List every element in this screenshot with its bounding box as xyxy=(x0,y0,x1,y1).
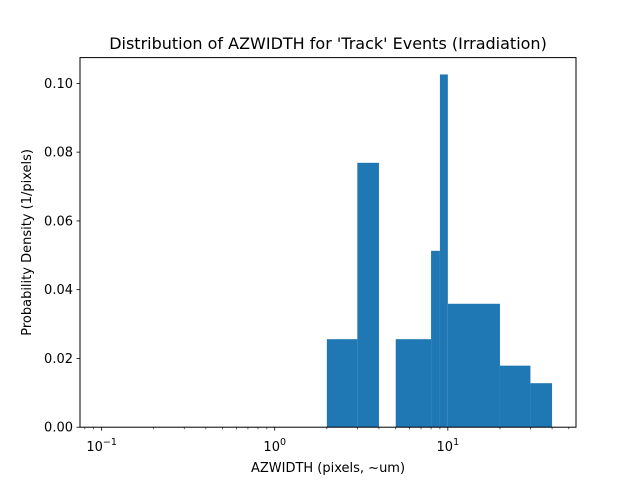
y-tick-label: 0.04 xyxy=(44,283,73,298)
x-axis-ticks: 10−1 100 101 xyxy=(86,427,459,455)
histogram-bar-7 xyxy=(499,365,531,428)
x-axis-label: AZWIDTH (pixels, ~um) xyxy=(251,461,405,476)
histogram-bar-3 xyxy=(395,339,432,428)
histogram-bar-5 xyxy=(439,74,448,428)
x-tick-label: 100 xyxy=(263,437,286,455)
histogram-bar-8 xyxy=(530,383,553,428)
x-tick-label: 10−1 xyxy=(86,437,117,455)
y-tick-label: 0.08 xyxy=(44,146,73,161)
y-tick-label: 0.10 xyxy=(44,77,73,92)
plot-frame xyxy=(79,57,577,428)
histogram-bar-6 xyxy=(447,303,500,428)
bars-group xyxy=(326,74,553,428)
histogram-bar-1 xyxy=(326,339,358,428)
y-tick-label: 0.02 xyxy=(44,352,73,367)
y-axis-label: Probability Density (1/pixels) xyxy=(20,149,35,336)
histogram-bar-4 xyxy=(431,250,440,428)
histogram-bar-2 xyxy=(357,162,379,428)
y-axis-ticks: 0.00 0.02 0.04 0.06 0.08 0.10 xyxy=(44,77,80,436)
chart-title: Distribution of AZWIDTH for 'Track' Even… xyxy=(109,34,547,53)
y-tick-label: 0.00 xyxy=(44,421,73,436)
x-tick-label: 101 xyxy=(437,437,460,455)
y-tick-label: 0.06 xyxy=(44,214,73,229)
